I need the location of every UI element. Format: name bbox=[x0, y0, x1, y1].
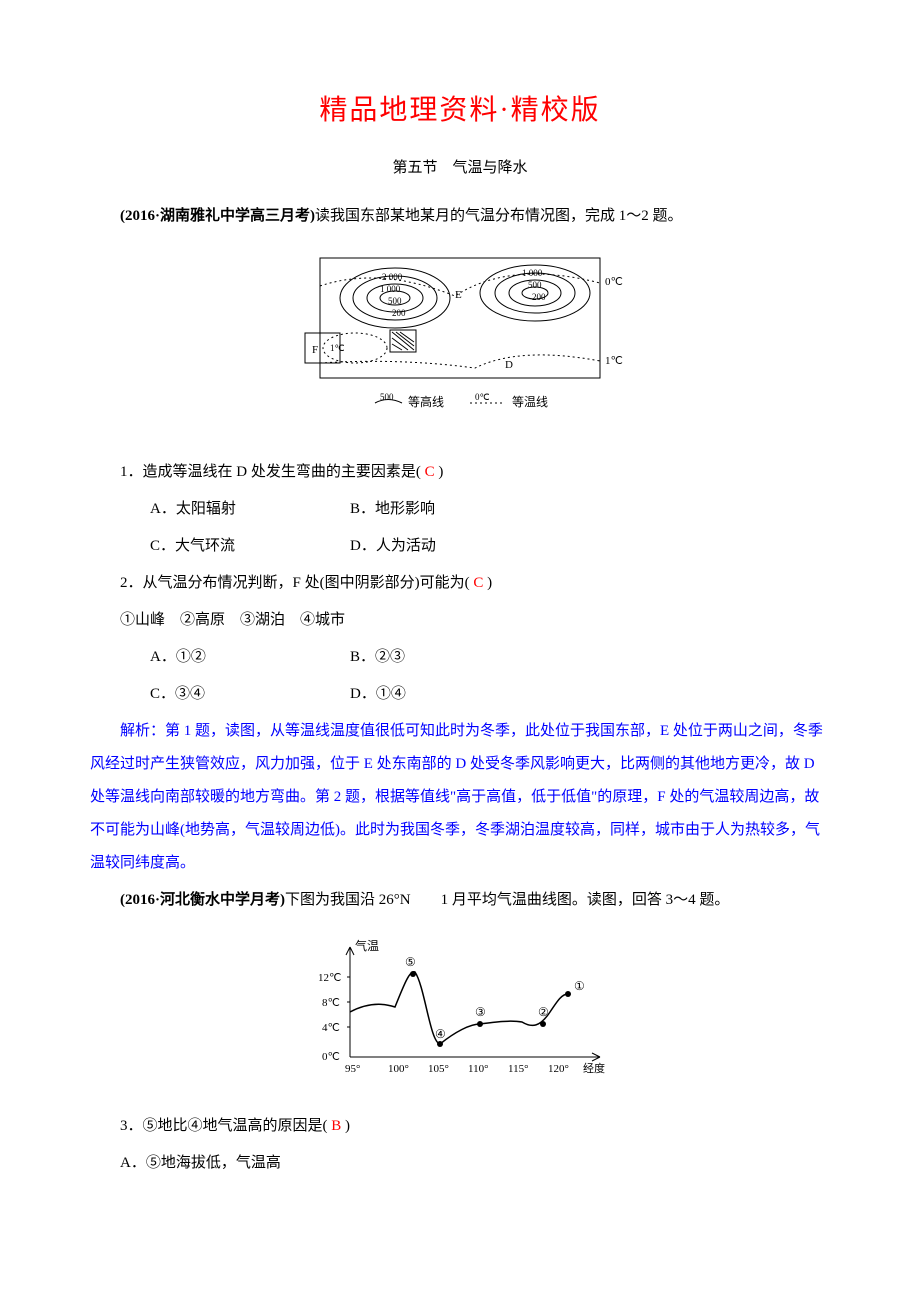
q2-choices: ①山峰 ②高原 ③湖泊 ④城市 bbox=[90, 604, 830, 637]
svg-text:100°: 100° bbox=[388, 1063, 409, 1075]
q2-stem: 2．从气温分布情况判断，F 处(图中阴影部分)可能为( C ) bbox=[90, 567, 830, 600]
svg-text:0℃: 0℃ bbox=[322, 1051, 340, 1063]
svg-text:0℃: 0℃ bbox=[475, 392, 490, 402]
svg-text:105°: 105° bbox=[428, 1063, 449, 1075]
q1-b: B．地形影响 bbox=[320, 493, 520, 526]
q2-row-cd: C．③④D．①④ bbox=[90, 678, 830, 711]
svg-text:110°: 110° bbox=[468, 1063, 489, 1075]
svg-text:12℃: 12℃ bbox=[318, 972, 341, 984]
svg-text:⑤: ⑤ bbox=[405, 955, 416, 969]
section-subtitle: 第五节 气温与降水 bbox=[90, 152, 830, 185]
svg-text:200: 200 bbox=[392, 308, 406, 318]
svg-text:②: ② bbox=[538, 1005, 549, 1019]
svg-text:8℃: 8℃ bbox=[322, 997, 340, 1009]
svg-text:200: 200 bbox=[532, 292, 546, 302]
q1-stem: 1．造成等温线在 D 处发生弯曲的主要因素是( C ) bbox=[90, 456, 830, 489]
svg-text:95°: 95° bbox=[345, 1063, 360, 1075]
svg-text:2 000: 2 000 bbox=[382, 272, 403, 282]
q3-a: A．⑤地海拔低，气温高 bbox=[90, 1147, 830, 1180]
explanation-1: 解析：第 1 题，读图，从等温线温度值很低可知此时为冬季，此处位于我国东部，E … bbox=[90, 715, 830, 880]
figure-2: 气温 12℃ 8℃ 4℃ 0℃ 95° 100° 105° 110° 115° … bbox=[90, 932, 830, 1095]
svg-text:115°: 115° bbox=[508, 1063, 529, 1075]
svg-text:1 000: 1 000 bbox=[380, 284, 401, 294]
q2-d: D．①④ bbox=[320, 678, 520, 711]
svg-text:等高线: 等高线 bbox=[408, 394, 444, 409]
svg-text:0℃: 0℃ bbox=[605, 276, 623, 288]
svg-text:等温线: 等温线 bbox=[512, 395, 548, 409]
svg-text:③: ③ bbox=[475, 1005, 486, 1019]
figure-1: 2 000 1 000 500 200 1 000 500 200 E F 1℃… bbox=[90, 248, 830, 441]
q1-a: A．太阳辐射 bbox=[120, 493, 320, 526]
svg-text:1 000: 1 000 bbox=[522, 268, 543, 278]
svg-text:500: 500 bbox=[380, 392, 394, 402]
svg-text:①: ① bbox=[574, 979, 585, 993]
svg-text:经度: 经度 bbox=[583, 1061, 605, 1075]
svg-text:F: F bbox=[312, 344, 318, 356]
intro-2-text: 下图为我国沿 26°N 1 月平均气温曲线图。读图，回答 3～4 题。 bbox=[285, 892, 729, 908]
page-title: 精品地理资料·精校版 bbox=[90, 80, 830, 142]
figure-2-svg: 气温 12℃ 8℃ 4℃ 0℃ 95° 100° 105° 110° 115° … bbox=[300, 932, 620, 1082]
source-2: (2016·河北衡水中学月考) bbox=[120, 892, 285, 908]
intro-1-text: 读我国东部某地某月的气温分布情况图，完成 1～2 题。 bbox=[315, 208, 683, 224]
svg-text:1℃: 1℃ bbox=[330, 343, 345, 353]
explain-text: 第 1 题，读图，从等温线温度值很低可知此时为冬季，此处位于我国东部，E 处位于… bbox=[90, 723, 823, 871]
q1-row-ab: A．太阳辐射B．地形影响 bbox=[90, 493, 830, 526]
intro-1: (2016·湖南雅礼中学高三月考)读我国东部某地某月的气温分布情况图，完成 1～… bbox=[90, 200, 830, 233]
figure-1-svg: 2 000 1 000 500 200 1 000 500 200 E F 1℃… bbox=[280, 248, 640, 428]
q2-row-ab: A．①②B．②③ bbox=[90, 641, 830, 674]
q1-c: C．大气环流 bbox=[120, 530, 320, 563]
source-1: (2016·湖南雅礼中学高三月考) bbox=[120, 208, 315, 224]
svg-text:500: 500 bbox=[528, 280, 542, 290]
intro-2: (2016·河北衡水中学月考)下图为我国沿 26°N 1 月平均气温曲线图。读图… bbox=[90, 884, 830, 917]
q3-answer: B bbox=[328, 1118, 346, 1134]
svg-text:E: E bbox=[455, 289, 462, 301]
svg-text:120°: 120° bbox=[548, 1063, 569, 1075]
q1-row-cd: C．大气环流D．人为活动 bbox=[90, 530, 830, 563]
svg-text:气温: 气温 bbox=[355, 938, 379, 953]
explain-label: 解析： bbox=[120, 723, 165, 739]
svg-text:D: D bbox=[505, 359, 513, 371]
q2-c: C．③④ bbox=[120, 678, 320, 711]
q3-stem: 3．⑤地比④地气温高的原因是( B ) bbox=[90, 1110, 830, 1143]
svg-text:4℃: 4℃ bbox=[322, 1022, 340, 1034]
q2-b: B．②③ bbox=[320, 641, 520, 674]
svg-text:500: 500 bbox=[388, 296, 402, 306]
q2-a: A．①② bbox=[120, 641, 320, 674]
svg-text:④: ④ bbox=[435, 1027, 446, 1041]
svg-text:1℃: 1℃ bbox=[605, 355, 623, 367]
q1-answer: C bbox=[421, 464, 439, 480]
q1-d: D．人为活动 bbox=[320, 530, 520, 563]
q2-answer: C bbox=[470, 575, 488, 591]
